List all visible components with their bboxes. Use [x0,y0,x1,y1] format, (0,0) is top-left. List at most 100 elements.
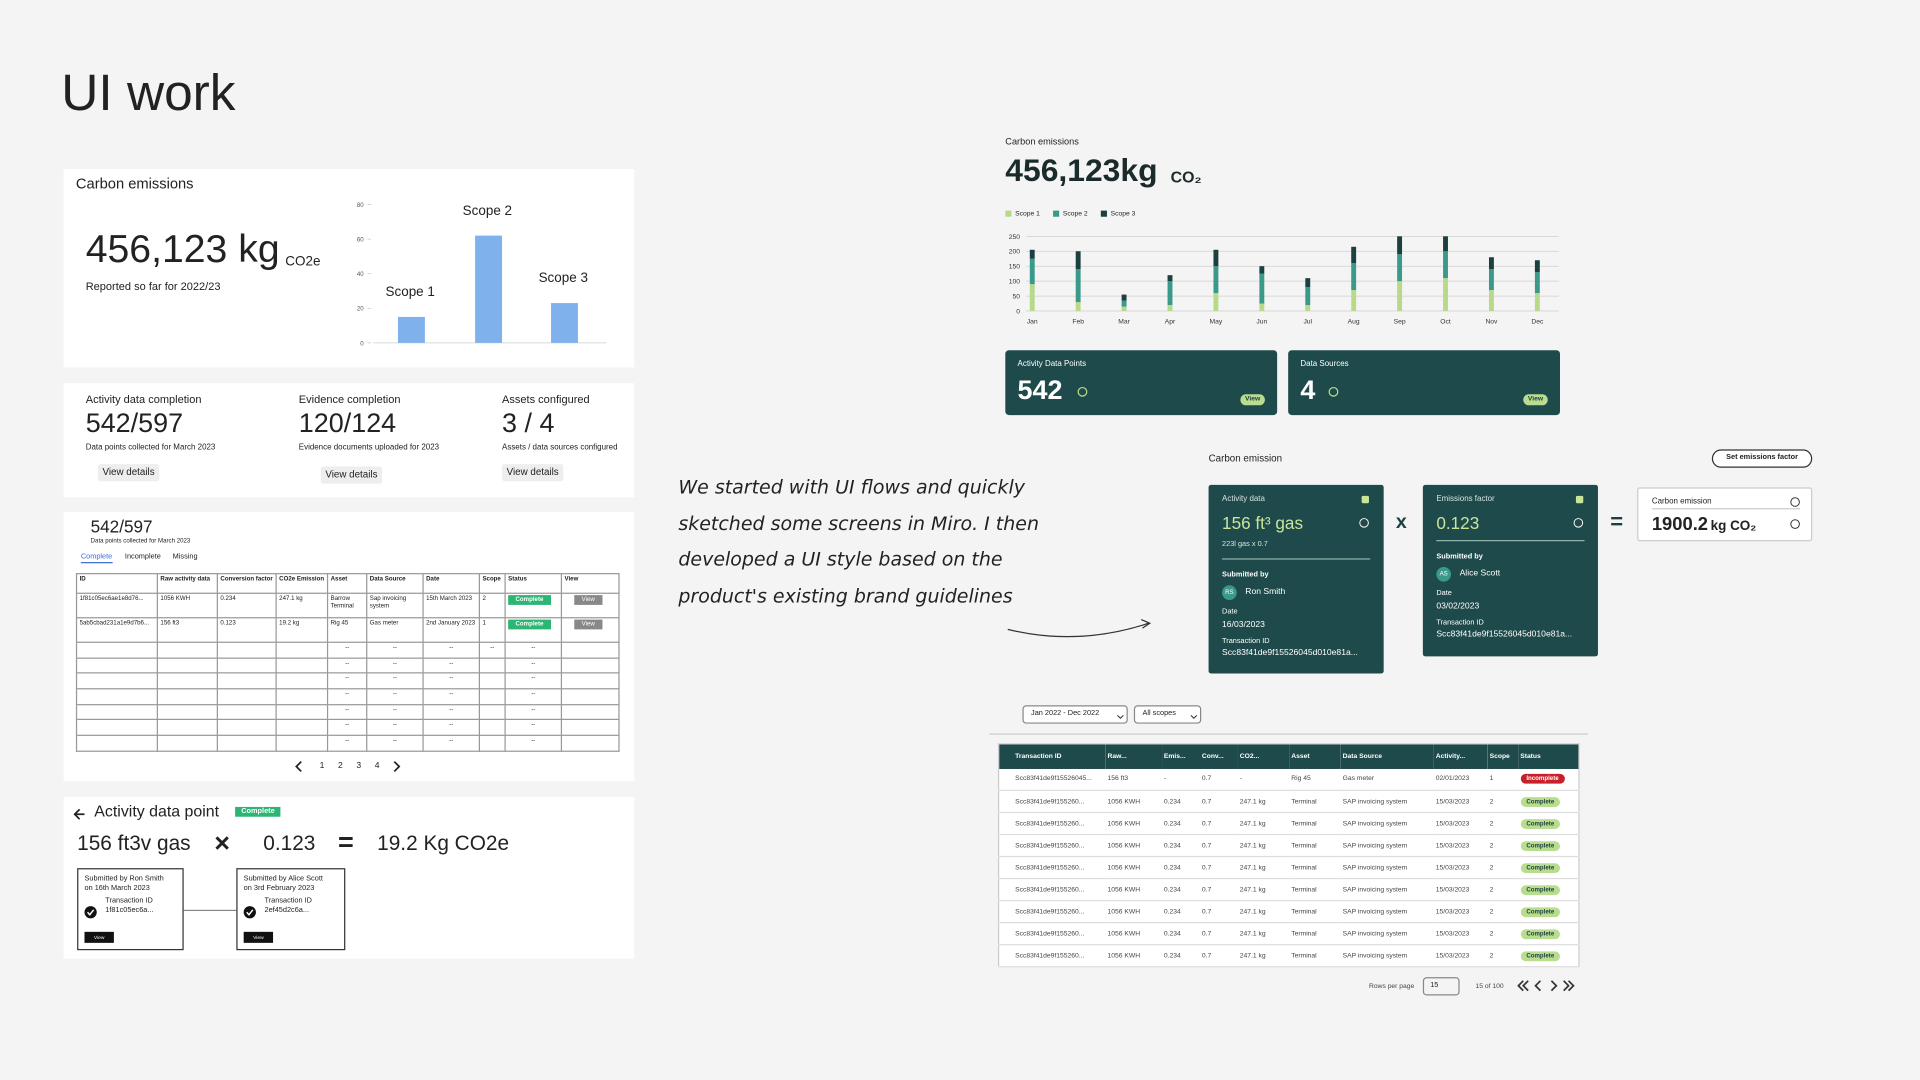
y-tick-label: 200 [1009,249,1020,256]
submitter-name: Ron Smith [1245,587,1286,597]
cell: -- [478,641,506,659]
check-circle [1359,518,1369,528]
check-icon [84,906,97,919]
y-tick-label: 60 [357,237,364,244]
x-tick-label: Jul [1303,318,1312,325]
rows-select[interactable]: 15 [1422,977,1460,996]
cell: Scc83f41de9f155260... [998,790,1106,814]
design-unit: CO₂ [1170,167,1202,187]
cell [275,719,329,737]
bar-segment [1213,266,1219,294]
view-button[interactable]: View [574,619,603,630]
cell: -- [504,657,563,674]
cell: 15th March 2023 [422,592,481,619]
caption: Reported so far for 2022/23 [85,280,221,293]
cell: 0.7 [1199,900,1238,924]
stat-caption: Assets / data sources configured [502,443,618,452]
status-badge: Complete [1520,906,1561,917]
x-tick-label: Mar [1118,318,1130,325]
cell [156,719,218,737]
page-number[interactable]: 4 [374,761,380,771]
header-cell: Conversion factor [216,573,277,594]
chevron-line [1517,980,1524,992]
cell: Terminal [1288,834,1341,858]
tile-value: 542 [1017,374,1063,406]
view-details-button[interactable]: View details [97,464,160,482]
stat-label: Assets configured [502,393,590,406]
cell: Complete [1517,900,1579,924]
range-label: 15 of 100 [1475,983,1504,991]
cell: -- [422,703,481,721]
status-badge: Complete [1520,840,1561,851]
cell [560,734,620,752]
x-tick-label: Sep [1394,318,1406,325]
set-factor-button[interactable]: Set emissions factor [1711,449,1813,468]
chevron-line [1534,980,1542,992]
check-icon [1573,518,1584,528]
chevron [1517,980,1529,992]
cell: -- [504,688,563,705]
view-button[interactable]: View [243,931,274,943]
bar-segment [1397,281,1403,312]
page-number[interactable]: 1 [319,761,325,771]
view-button[interactable]: View [574,595,603,605]
chevron-line [1550,980,1558,992]
stat-value: 120/124 [298,407,397,439]
legend-label: Scope 3 [1110,210,1136,218]
wire-table-card: 542/597 Data points collected for March 2… [63,511,635,782]
cell: -- [422,641,481,659]
cell [75,734,158,752]
equation-activity: 156 ft3v gas [77,831,191,855]
date-value: 16/03/2023 [1222,620,1265,630]
cell: 1056 KWH [1105,834,1162,858]
cell [478,703,506,721]
card-heading: Carbon emissions [75,175,194,193]
bar-segment [1443,251,1448,279]
tx-value: Scc83f41de9f15526045d010e81a... [1222,648,1358,658]
cell: Scc83f41de9f15526045... [998,768,1106,792]
cell: 02/01/2023 [1433,768,1488,792]
cell: -- [422,657,481,674]
category-label: Scope 3 [539,270,588,285]
date-value: 03/02/2023 [1436,602,1480,612]
table-count: 542/597 [90,516,153,537]
view-button[interactable]: View [1240,394,1265,406]
page-number[interactable]: 2 [337,761,343,771]
equation-equals: = [337,826,354,858]
back-arrow-path [73,808,85,820]
stacked-bar-chart: 0 50 100 150 200 250 Jan Feb Mar Apr May Jun Jul Aug S… [1009,234,1559,325]
tx-value: Scc83f41de9f15526045d010e81a... [1436,630,1573,640]
tab[interactable]: Complete [80,553,113,564]
view-details-button[interactable]: View details [502,464,564,482]
submission-card: Submitted by Ron Smith on 16th March 2023… [77,868,184,951]
cell: 2nd January 2023 [422,617,481,643]
cell [478,719,506,737]
cell: 247.1 kg [1237,790,1289,814]
view-button[interactable]: View [84,931,114,943]
bar-segment [1305,305,1311,312]
tile-icon [1077,386,1088,397]
tab[interactable]: Missing [172,553,198,561]
bar-segment [1121,294,1127,301]
cell: Terminal [1288,790,1341,814]
filter-dropdown[interactable]: All scopes [1133,705,1202,724]
view-button[interactable]: View [1523,394,1548,406]
rows-per-page-label: Rows per page [1368,983,1415,991]
cell: Scc83f41de9f155260... [998,944,1106,968]
bar-segment [1351,246,1357,264]
cell: Terminal [1288,922,1341,946]
cell: -- [504,719,563,737]
view-details-button[interactable]: View details [320,466,383,484]
cell [75,672,158,690]
tab[interactable]: Incomplete [124,553,161,561]
bar-segment [1121,306,1127,312]
category-label: Scope 1 [386,284,435,299]
cell: 1056 KWH [1105,900,1162,924]
cell: 0.234 [1161,922,1200,946]
bar-segment [1075,302,1081,312]
cell: SAP invoicing system [1340,812,1434,836]
cell [478,734,506,752]
filter-dropdown[interactable]: Jan 2022 - Dec 2022 [1022,705,1128,724]
page-number[interactable]: 3 [356,761,362,771]
cell: 1056 KWH [1105,812,1162,836]
